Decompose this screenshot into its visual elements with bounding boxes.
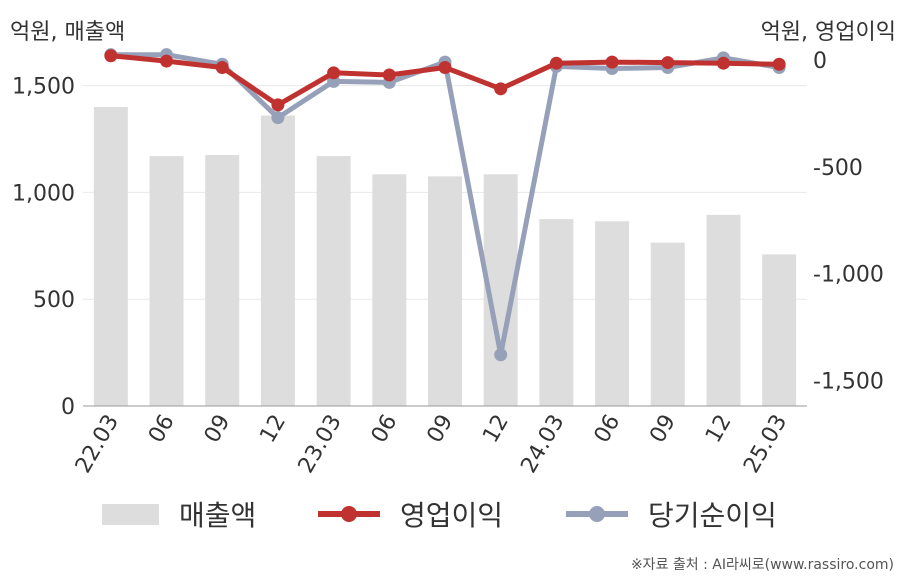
legend-swatch-net-income [566, 504, 628, 524]
x-tick-label: 22.03 [71, 411, 124, 478]
revenue-bar [372, 174, 407, 406]
left-axis-unit: 억원, 매출액 [10, 20, 126, 45]
source-note: ※자료 출처 : AI라씨로(www.rassiro.com) [630, 557, 894, 573]
legend: 매출액 영업이익 당기순이익 [0, 494, 908, 534]
x-tick-label: 12 [701, 411, 737, 448]
right-y-tick-label: -1,500 [813, 369, 884, 394]
revenue-bar [762, 254, 797, 406]
legend-swatch-revenue [102, 503, 159, 525]
net-income-point [271, 111, 285, 125]
operating-profit-point [661, 56, 675, 70]
right-y-tick-label: -1,000 [813, 263, 884, 288]
x-tick-label: 23.03 [294, 411, 347, 478]
right-y-axis: 0 -500 -1,000 -1,500 [813, 49, 884, 394]
revenue-bar [539, 219, 574, 406]
operating-profit-point [215, 60, 229, 74]
operating-profit-point [716, 56, 730, 70]
revenue-bar [316, 156, 351, 406]
legend-label-net-income: 당기순이익 [648, 499, 777, 532]
operating-profit-point [382, 68, 396, 82]
right-y-tick-label: 0 [813, 49, 827, 74]
left-y-tick-label: 500 [33, 288, 75, 313]
left-y-tick-label: 1,000 [12, 181, 75, 206]
net-income-point [494, 348, 508, 362]
left-y-axis: 0 500 1,000 1,500 [12, 75, 75, 420]
operating-profit-point [494, 82, 508, 96]
x-tick-label: 12 [255, 411, 291, 448]
x-tick-label: 25.03 [739, 411, 792, 478]
left-y-tick-label: 1,500 [12, 75, 75, 100]
x-tick-label: 06 [144, 411, 180, 448]
operating-profit-point [104, 49, 118, 63]
right-axis-unit: 억원, 영업이익 [760, 20, 896, 45]
chart: 0 500 1,000 1,500 0 -500 -1,000 -1,500 22.03 06… [12, 48, 884, 478]
revenue-bar [205, 155, 240, 406]
operating-profit-point [549, 56, 563, 70]
operating-profit-point [772, 57, 786, 71]
x-tick-label: 09 [423, 411, 459, 448]
revenue-bar [428, 176, 462, 406]
operating-profit-point [438, 60, 452, 74]
legend-label-operating-profit: 영업이익 [400, 499, 504, 532]
operating-profit-point [271, 98, 285, 112]
legend-item-operating-profit: 영업이익 [318, 494, 503, 534]
x-tick-label: 06 [367, 411, 403, 448]
x-tick-labels: 22.03 06 09 12 23.03 06 09 12 24.03 06 09 12 25.03 [71, 411, 792, 478]
profit-lines [104, 48, 786, 362]
legend-swatch-operating-profit [318, 504, 380, 524]
revenue-bar [650, 242, 685, 406]
revenue-bar [149, 156, 184, 406]
legend-item-revenue: 매출액 [102, 494, 256, 534]
operating-profit-point [327, 66, 341, 80]
revenue-bar [706, 214, 741, 406]
right-y-tick-label: -500 [813, 156, 863, 181]
revenue-bars [93, 106, 797, 407]
revenue-bar [93, 106, 128, 406]
left-y-tick-label: 0 [61, 395, 75, 420]
x-tick-label: 24.03 [516, 411, 569, 478]
legend-item-net-income: 당기순이익 [566, 494, 777, 534]
revenue-bar [260, 115, 295, 407]
x-tick-label: 06 [590, 411, 626, 448]
operating-profit-point [160, 54, 174, 68]
legend-label-revenue: 매출액 [179, 499, 257, 532]
revenue-bar [595, 221, 630, 406]
operating-profit-point [605, 55, 619, 69]
x-tick-label: 09 [200, 411, 236, 448]
x-tick-label: 12 [478, 411, 514, 448]
x-tick-label: 09 [645, 411, 681, 448]
